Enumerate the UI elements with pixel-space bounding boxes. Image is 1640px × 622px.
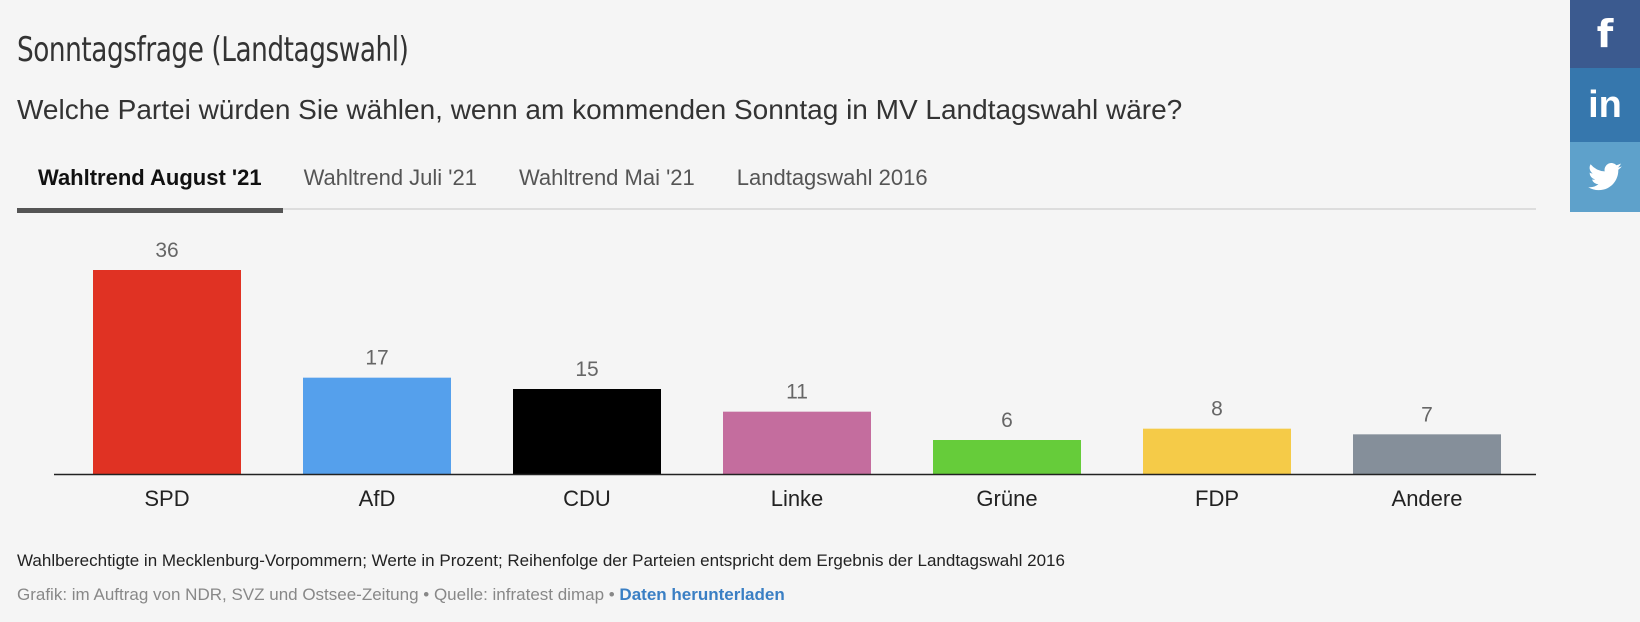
bar-spd — [93, 270, 241, 474]
source-line: Grafik: im Auftrag von NDR, SVZ und Osts… — [17, 585, 785, 605]
tab-bar: Wahltrend August '21 Wahltrend Juli '21 … — [17, 160, 1536, 213]
facebook-icon: f — [1596, 12, 1614, 56]
twitter-share-button[interactable] — [1570, 142, 1640, 212]
footnote: Wahlberechtigte in Mecklenburg-Vorpommer… — [17, 551, 1065, 570]
linkedin-share-button[interactable]: in — [1570, 68, 1640, 142]
category-label: Grüne — [976, 486, 1037, 511]
facebook-share-button[interactable]: f — [1570, 0, 1640, 68]
bar-afd — [303, 377, 451, 474]
social-share-bar: f in — [1570, 0, 1640, 212]
download-data-link[interactable]: Daten herunterladen — [619, 585, 785, 604]
linkedin-icon: in — [1588, 83, 1622, 126]
data-label: 7 — [1421, 403, 1433, 426]
bar-chart: 36 SPD 17 AfD 15 CDU 11 Linke 6 Grüne 8 FDP 7 Andere — [54, 239, 1536, 511]
bar-cdu — [513, 389, 661, 474]
data-label: 8 — [1211, 398, 1223, 421]
data-label: 17 — [365, 347, 388, 370]
tab-august-21[interactable]: Wahltrend August '21 — [17, 160, 283, 213]
bar-grüne — [933, 440, 1081, 474]
category-label: FDP — [1195, 486, 1239, 511]
source-text: Grafik: im Auftrag von NDR, SVZ und Osts… — [17, 585, 620, 604]
category-label: Linke — [771, 486, 824, 511]
tab-juli-21[interactable]: Wahltrend Juli '21 — [303, 165, 477, 190]
data-label: 11 — [786, 381, 808, 404]
chart-title: Sonntagsfrage (Landtagswahl) — [17, 30, 409, 70]
tab-mai-21[interactable]: Wahltrend Mai '21 — [518, 165, 695, 190]
category-label: CDU — [563, 486, 611, 511]
twitter-icon — [1588, 163, 1622, 191]
category-label: SPD — [144, 486, 189, 511]
data-label: 15 — [575, 358, 598, 381]
chart-subtitle: Welche Partei würden Sie wählen, wenn am… — [17, 94, 1183, 125]
bar-fdp — [1143, 428, 1291, 474]
bar-linke — [723, 411, 871, 474]
tab-landtagswahl-2016[interactable]: Landtagswahl 2016 — [736, 165, 928, 190]
category-label: Andere — [1392, 486, 1463, 511]
bar-andere — [1353, 434, 1501, 474]
data-label: 6 — [1001, 409, 1013, 432]
category-label: AfD — [359, 486, 396, 511]
data-label: 36 — [155, 239, 178, 262]
